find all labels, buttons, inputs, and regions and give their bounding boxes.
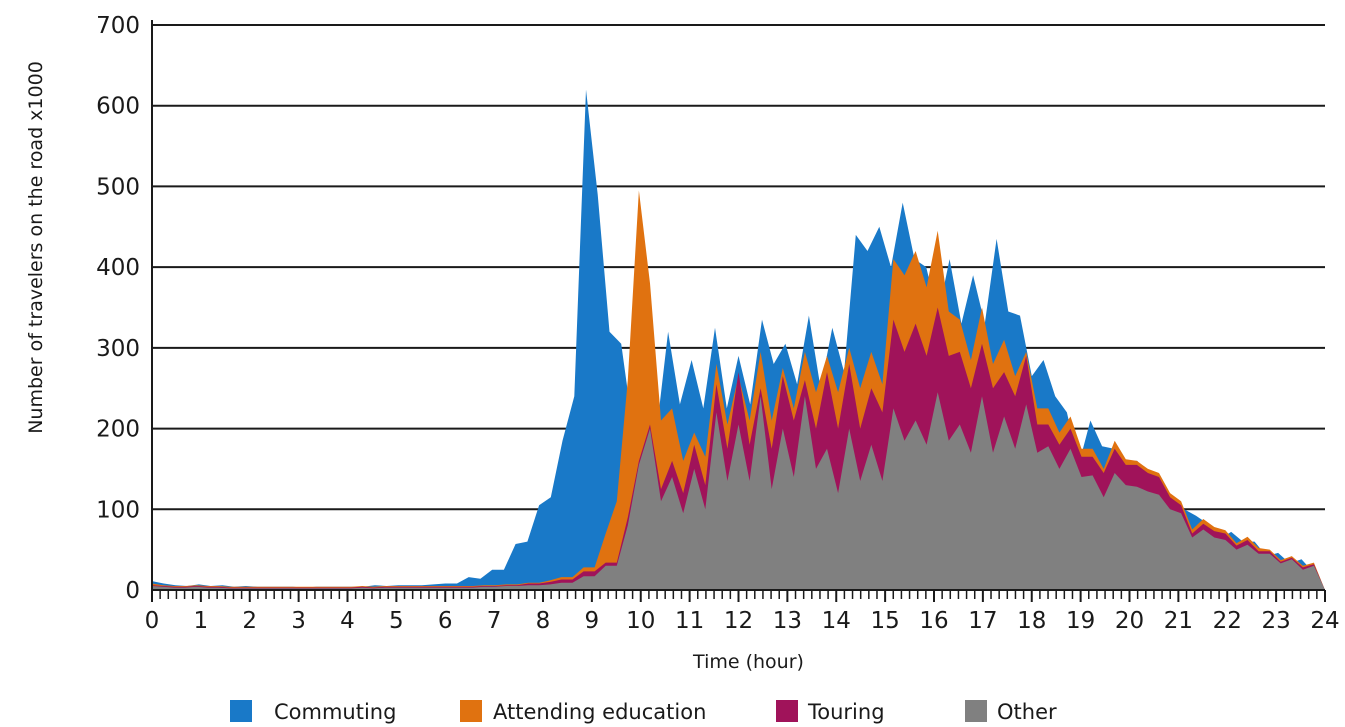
legend-swatch-commuting: [230, 700, 252, 722]
x-axis-title: Time (hour): [692, 651, 804, 673]
x-tick-label: 21: [1164, 608, 1193, 634]
x-tick-label: 0: [145, 608, 160, 634]
y-axis-title: Number of travelers on the road x1000: [25, 61, 47, 434]
x-tick-label: 20: [1115, 608, 1144, 634]
x-tick-labels: 0 1 2 3 4 5 6 7 8 9 10 11 12 13 14 15 16 17 18 19 20 21 22 23 24: [145, 608, 1340, 634]
x-tick-label: 17: [968, 608, 997, 634]
legend-swatch-touring: [776, 700, 798, 722]
x-tick-label: 23: [1261, 608, 1290, 634]
area-other: [152, 392, 1325, 590]
y-tick-label: 200: [96, 417, 140, 443]
x-tick-label: 6: [438, 608, 453, 634]
y-tick-label: 400: [96, 255, 140, 281]
y-tick-label: 600: [96, 94, 140, 120]
x-tick-label: 18: [1017, 608, 1046, 634]
x-tick-label: 24: [1310, 608, 1339, 634]
x-tick-label: 7: [487, 608, 502, 634]
x-tick-label: 9: [585, 608, 600, 634]
x-tick-label: 14: [822, 608, 851, 634]
x-tick-label: 2: [242, 608, 257, 634]
legend-label-attending-education: Attending education: [493, 700, 707, 724]
x-tick-label: 11: [675, 608, 704, 634]
legend-label-touring: Touring: [808, 700, 885, 724]
gridlines: [152, 24, 1325, 511]
x-tick-label: 8: [536, 608, 551, 634]
x-tick-label: 16: [919, 608, 948, 634]
x-tick-label: 4: [340, 608, 355, 634]
x-tick-label: 3: [291, 608, 306, 634]
x-tick-label: 15: [870, 608, 899, 634]
x-tick-label: 19: [1066, 608, 1095, 634]
y-tick-labels: 0 100 200 300 400 500 600 700: [96, 13, 140, 604]
legend-swatch-other: [965, 700, 987, 722]
x-tick-label: 10: [626, 608, 655, 634]
legend-label-other: Other: [997, 700, 1057, 724]
y-tick-label: 700: [96, 13, 140, 39]
x-tick-label: 1: [194, 608, 209, 634]
x-minor-ticks: [151, 590, 1326, 602]
axes: [151, 20, 1326, 602]
legend: Commuting Attending education Touring Ot…: [0, 698, 1345, 727]
area-series-group: [152, 89, 1325, 590]
y-tick-label: 0: [125, 578, 140, 604]
y-tick-label: 300: [96, 336, 140, 362]
legend-swatch-attending-education: [460, 700, 482, 722]
x-tick-label: 5: [389, 608, 404, 634]
x-tick-label: 12: [724, 608, 753, 634]
y-tick-label: 500: [96, 174, 140, 200]
legend-label-commuting: Commuting: [274, 700, 397, 724]
x-tick-label: 22: [1213, 608, 1242, 634]
y-tick-label: 100: [96, 497, 140, 523]
x-tick-label: 13: [773, 608, 802, 634]
